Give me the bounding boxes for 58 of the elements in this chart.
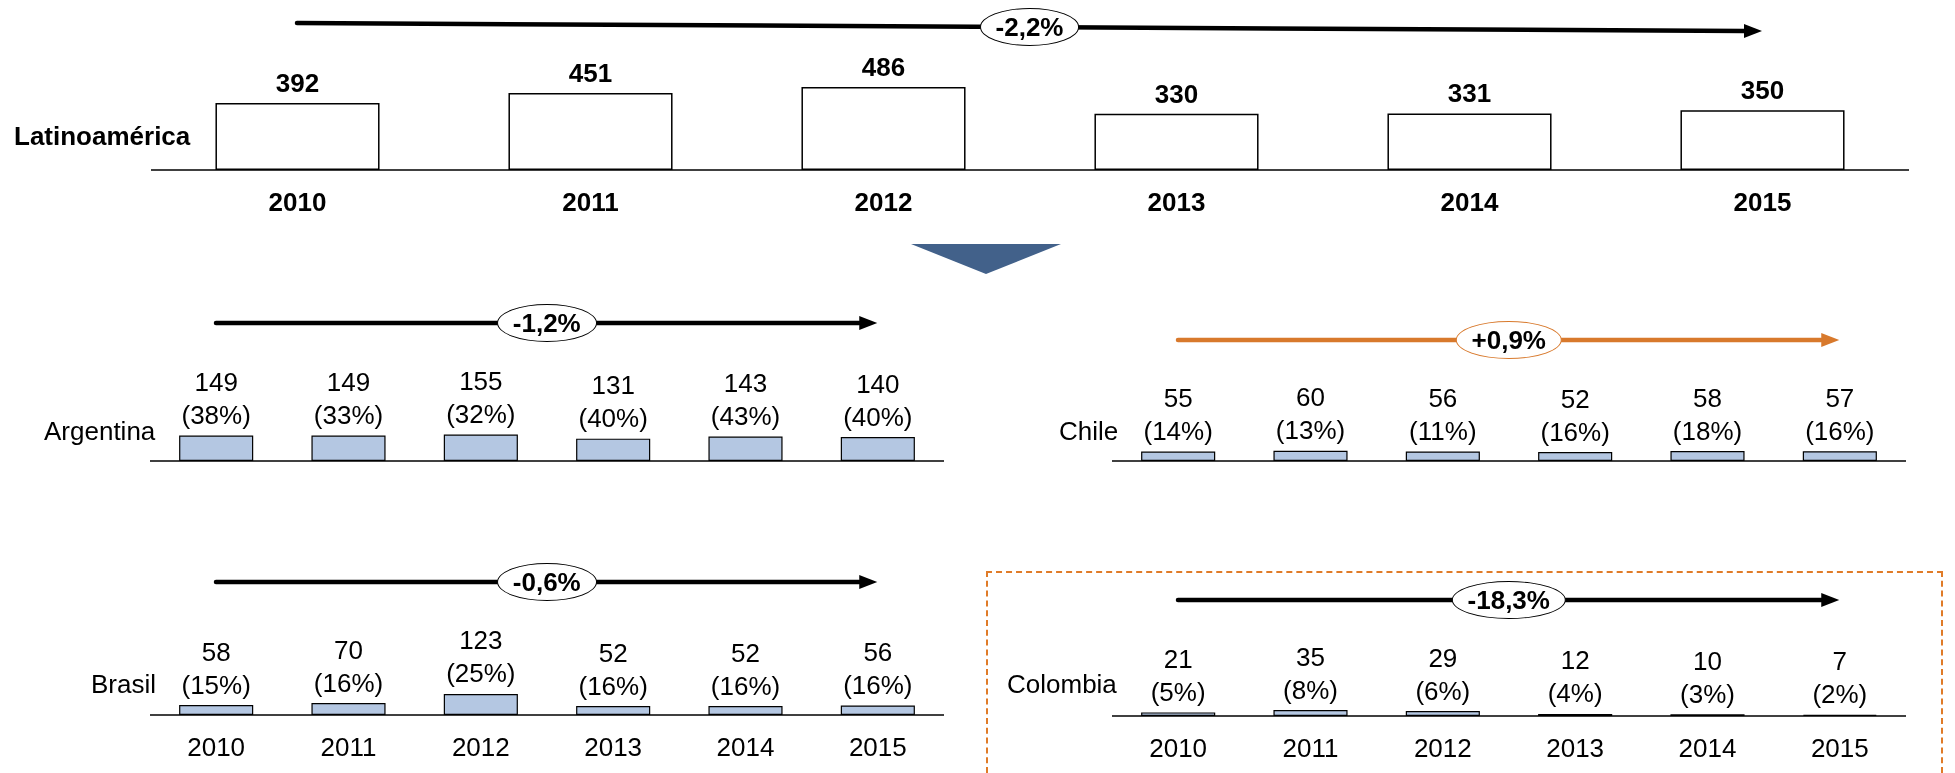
- chart-title: Argentina: [44, 416, 156, 446]
- x-tick-label: 2014: [1440, 186, 1499, 217]
- data-label: 56 (11%): [1409, 382, 1477, 446]
- data-label: 52 (16%): [578, 637, 648, 701]
- x-tick-label: 2015: [1733, 186, 1791, 217]
- data-label: 57 (16%): [1805, 382, 1875, 446]
- x-tick-label: 2011: [561, 186, 619, 217]
- text: +0,9%: [1471, 325, 1546, 355]
- data-label: 392: [275, 67, 319, 98]
- text: Latinoamérica: [14, 121, 191, 151]
- data-label: 451: [568, 57, 612, 88]
- data-label: 58 (15%): [181, 636, 251, 700]
- x-tick-label: 2012: [854, 186, 912, 217]
- data-label: 60 (13%): [1275, 382, 1346, 446]
- x-tick-label: 2012: [1413, 732, 1472, 763]
- data-label: 155 (32%): [446, 366, 516, 430]
- x-tick-label: 2015: [848, 732, 907, 762]
- data-label: 56 (16%): [843, 636, 913, 700]
- chart-title: Brasil: [91, 669, 157, 699]
- data-label: 12 (4%): [1547, 644, 1603, 708]
- data-label: 7 (2%): [1812, 645, 1868, 709]
- data-label: 29 (6%): [1415, 642, 1471, 706]
- x-tick-label: 2010: [187, 732, 246, 762]
- chart-title: Colombia: [1007, 669, 1117, 699]
- data-label: 350: [1740, 74, 1784, 105]
- data-label: 52 (16%): [1540, 383, 1610, 447]
- x-tick-label: 2011: [1282, 732, 1339, 763]
- data-label: 140 (40%): [843, 368, 913, 432]
- chart-title: Chile: [1059, 416, 1119, 446]
- data-label: 143 (43%): [710, 368, 781, 432]
- data-label: 131 (40%): [578, 370, 648, 434]
- data-label: 35 (8%): [1283, 641, 1338, 705]
- data-label: 331: [1447, 77, 1491, 108]
- data-label: 149 (38%): [181, 367, 251, 431]
- data-label: 55 (14%): [1143, 383, 1213, 447]
- x-tick-label: 2012: [451, 732, 510, 762]
- text: -18,3%: [1467, 585, 1550, 615]
- data-label: 70 (16%): [313, 634, 384, 698]
- data-label: 21 (5%): [1150, 643, 1206, 707]
- data-label: 58 (18%): [1672, 382, 1743, 446]
- x-tick-label: 2010: [268, 186, 326, 217]
- x-tick-label: 2013: [1546, 732, 1605, 763]
- text: -0,6%: [512, 567, 581, 597]
- data-label: 52 (16%): [710, 637, 781, 701]
- text: -1,2%: [512, 308, 581, 338]
- x-tick-label: 2010: [1149, 732, 1208, 763]
- data-label: 330: [1154, 78, 1198, 109]
- x-tick-label: 2014: [716, 732, 775, 762]
- x-tick-label: 2014: [1678, 732, 1737, 763]
- data-label: 123 (25%): [446, 625, 516, 689]
- x-tick-label: 2013: [1147, 186, 1205, 217]
- text: -2,2%: [995, 12, 1064, 42]
- data-label: 10 (3%): [1680, 645, 1735, 709]
- x-tick-label: 2013: [584, 732, 643, 762]
- data-label: 149 (33%): [313, 367, 384, 431]
- data-label: 486: [861, 51, 905, 82]
- x-tick-label: 2015: [1810, 732, 1869, 763]
- x-tick-label: 2011: [320, 732, 377, 762]
